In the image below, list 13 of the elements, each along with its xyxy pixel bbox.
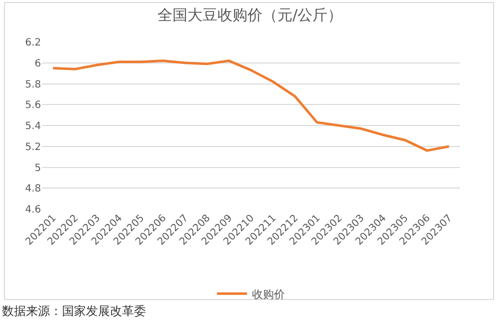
y-tick-label: 6.2 <box>25 38 41 48</box>
y-tick-label: 5.6 <box>25 100 41 112</box>
y-tick-label: 4.6 <box>25 204 41 216</box>
legend-label: 收购价 <box>252 288 285 301</box>
y-tick-label: 6 <box>34 58 41 70</box>
chart-title: 全国大豆收购价（元/公斤） <box>157 6 343 24</box>
y-tick-label: 5 <box>34 162 41 174</box>
line-series <box>52 60 450 152</box>
source-note: 数据来源：国家发展改革委 <box>2 304 146 318</box>
y-tick-label: 5.8 <box>25 79 41 90</box>
y-tick-label: 5.4 <box>25 121 41 132</box>
y-tick-label: 4.8 <box>25 184 41 195</box>
y-tick-label: 5.2 <box>25 142 41 153</box>
